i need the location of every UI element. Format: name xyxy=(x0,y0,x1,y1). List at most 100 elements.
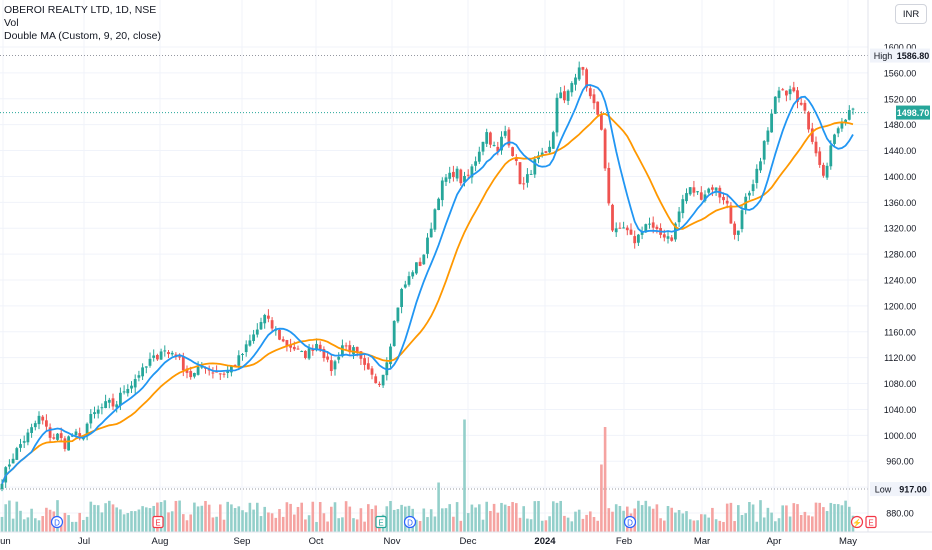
volume-bar xyxy=(463,419,466,532)
candle-body xyxy=(48,427,52,438)
candle-body xyxy=(348,345,352,353)
volume-bar xyxy=(215,516,218,532)
volume-bar xyxy=(126,513,130,532)
candle-body xyxy=(548,146,551,153)
candle-body xyxy=(500,136,503,151)
time-tick-label: 2024 xyxy=(534,536,556,547)
price-tick-label: 1000.00 xyxy=(884,431,917,441)
candle-body xyxy=(533,159,537,175)
candle-body xyxy=(466,174,470,176)
volume-bar xyxy=(300,502,303,532)
candle-body xyxy=(600,114,603,130)
candle-body xyxy=(459,169,463,184)
candle-body xyxy=(759,161,762,171)
candle-body xyxy=(773,96,777,114)
candle-body xyxy=(93,412,96,415)
candle-body xyxy=(822,164,825,176)
volume-bar xyxy=(230,504,233,532)
volume-bar xyxy=(751,504,755,532)
volume-bar xyxy=(348,506,352,532)
volume-legend[interactable]: Vol xyxy=(4,17,19,29)
event-markers[interactable]: D E E D D E ⚡ xyxy=(50,515,877,529)
volume-bar xyxy=(803,511,807,532)
candle-body xyxy=(230,365,233,373)
price-tags: High 1586.80 Low 917.00 1498.70 xyxy=(870,48,930,497)
candle-body xyxy=(433,209,437,230)
volume-bar xyxy=(34,518,37,532)
candle-body xyxy=(511,147,514,157)
volume-bar xyxy=(711,507,714,532)
candle-body xyxy=(352,347,355,355)
volume-bar xyxy=(581,518,585,532)
volume-bar xyxy=(133,511,137,532)
candle-body xyxy=(289,344,292,348)
candle-body xyxy=(792,87,796,92)
candle-body xyxy=(526,174,529,183)
candle-body xyxy=(104,401,107,409)
volume-bar xyxy=(707,517,710,532)
candle-body xyxy=(563,91,566,101)
volume-bar xyxy=(503,504,507,532)
volume-bar xyxy=(714,519,718,532)
candle-body xyxy=(255,329,259,335)
volume-bar xyxy=(822,507,825,532)
volume-bar xyxy=(400,504,403,532)
last-price-tag-value-bg xyxy=(896,105,930,120)
candle-body xyxy=(378,383,381,385)
volume-bar xyxy=(507,506,511,532)
volume-bar xyxy=(207,504,211,532)
volume-bar xyxy=(82,519,85,532)
candle-body xyxy=(363,358,366,365)
volume-bar xyxy=(559,500,562,532)
volume-bar xyxy=(696,520,699,532)
volume-bar xyxy=(585,514,588,532)
candle-body xyxy=(729,205,733,224)
volume-bar xyxy=(511,502,514,532)
candle-body xyxy=(814,141,818,154)
volume-bar xyxy=(622,510,625,532)
volume-bar xyxy=(233,508,237,532)
volume-bar xyxy=(322,513,326,532)
candle-body xyxy=(218,373,222,375)
candle-body xyxy=(37,415,41,425)
candle-body xyxy=(52,437,56,439)
candle-body xyxy=(392,321,396,347)
candle-body xyxy=(59,433,63,438)
dividend-marker xyxy=(50,515,64,529)
currency-button[interactable]: INR xyxy=(895,4,927,24)
candle-body xyxy=(607,167,611,204)
candle-body xyxy=(603,129,607,169)
volume-bar xyxy=(278,509,281,532)
volume-bar xyxy=(799,515,803,532)
volume-bar xyxy=(474,507,477,532)
volume-bar xyxy=(515,503,518,532)
volume-bar xyxy=(703,514,707,532)
volume-bar xyxy=(100,512,104,532)
candle-body xyxy=(444,177,448,182)
volume-bar xyxy=(552,501,555,532)
volume-bar xyxy=(93,504,96,532)
candle-body xyxy=(574,77,577,85)
volume-bar xyxy=(526,518,529,532)
candle-body xyxy=(333,361,337,370)
time-axis[interactable]: Jun Jul Aug Sep Oct Nov Dec 2024 Feb Mar Apr May xyxy=(0,536,857,547)
volume-bar xyxy=(740,514,744,532)
volume-bar xyxy=(544,520,548,532)
candle-body xyxy=(170,352,174,355)
symbol-title[interactable]: OBEROI REALTY LTD, 1D, NSE xyxy=(4,4,157,16)
price-tick-label: 1400.00 xyxy=(884,172,917,182)
candle-body xyxy=(707,188,711,193)
candle-body xyxy=(788,89,792,95)
candle-body xyxy=(126,388,130,394)
candle-body xyxy=(470,166,474,178)
candle-body xyxy=(374,376,378,384)
candle-body xyxy=(403,284,407,288)
volume-bar xyxy=(729,502,733,532)
candle-body xyxy=(551,132,555,149)
volume-bar xyxy=(452,516,455,532)
indicator-legend[interactable]: Double MA (Custom, 9, 20, close) xyxy=(4,30,161,42)
volume-bar xyxy=(137,509,141,532)
candle-body xyxy=(596,101,600,115)
volume-bar xyxy=(540,520,544,532)
